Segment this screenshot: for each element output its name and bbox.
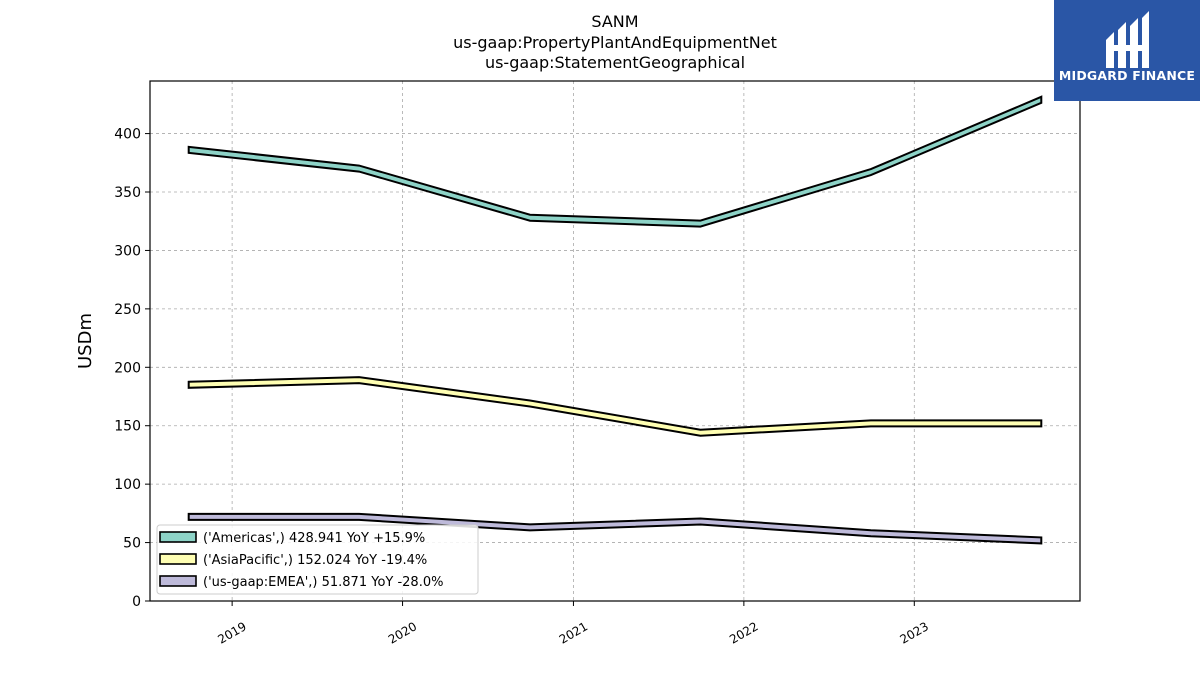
legend-entry: ('us-gaap:EMEA',) 51.871 YoY -28.0% xyxy=(203,575,443,590)
logo-mark-icon xyxy=(1106,11,1149,68)
legend: ('Americas',) 428.941 YoY +15.9% ('AsiaPa… xyxy=(156,524,479,595)
legend-entry: ('Americas',) 428.941 YoY +15.9% xyxy=(203,531,425,546)
y-tick-label: 50 xyxy=(123,536,141,552)
legend-entry: ('AsiaPacific',) 152.024 YoY -19.4% xyxy=(203,553,427,568)
legend-swatch xyxy=(159,553,197,565)
y-axis-label: USDm xyxy=(75,313,96,369)
title-line-2: us-gaap:PropertyPlantAndEquipmentNet xyxy=(453,33,777,52)
title-line-1: SANM xyxy=(591,12,638,31)
title-line-3: us-gaap:StatementGeographical xyxy=(485,53,745,72)
legend-swatch xyxy=(159,531,197,543)
y-tick-label: 300 xyxy=(114,243,141,259)
x-tick-label: 2021 xyxy=(557,619,590,646)
chart-title: SANM us-gaap:PropertyPlantAndEquipmentNe… xyxy=(453,12,777,72)
x-axis: 2019 2020 2021 2022 2023 xyxy=(215,601,931,647)
logo-text: MIDGARD FINANCE xyxy=(1058,68,1196,83)
series-layer xyxy=(187,95,1043,545)
y-tick-label: 0 xyxy=(132,594,141,610)
legend-swatch xyxy=(159,575,197,587)
x-tick-label: 2023 xyxy=(898,619,931,646)
brand-logo: MIDGARD FINANCE xyxy=(1054,0,1200,101)
x-tick-label: 2022 xyxy=(727,619,760,646)
y-tick-label: 350 xyxy=(114,185,141,201)
y-tick-label: 150 xyxy=(114,419,141,435)
y-tick-label: 200 xyxy=(114,360,141,376)
y-tick-label: 100 xyxy=(114,477,141,493)
y-axis: 0 50 100 150 200 250 300 350 400 xyxy=(114,127,150,610)
x-tick-label: 2020 xyxy=(386,619,419,646)
y-tick-label: 250 xyxy=(114,302,141,318)
series-line-0 xyxy=(187,95,1043,228)
series-line-2 xyxy=(187,512,1043,545)
plot-frame xyxy=(149,80,1081,602)
y-tick-label: 400 xyxy=(114,127,141,143)
series-line-1 xyxy=(187,376,1043,437)
legend-box xyxy=(156,524,479,595)
x-tick-label: 2019 xyxy=(215,619,248,646)
